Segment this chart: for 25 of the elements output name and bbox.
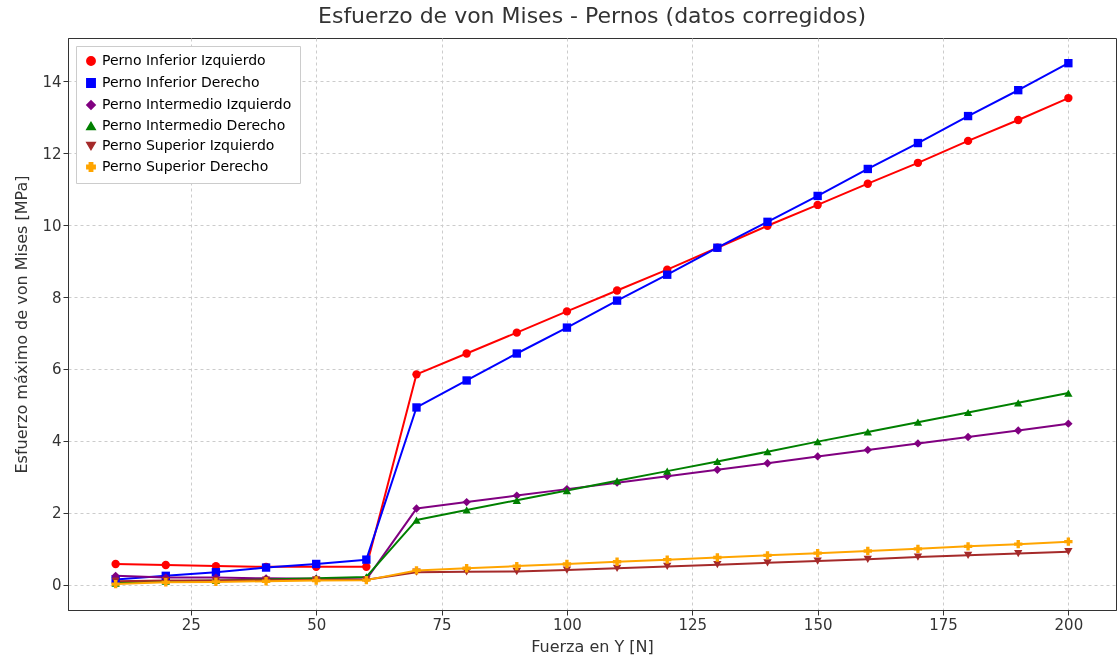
x-tick-label: 125 (678, 615, 708, 634)
y-tick-label: 8 (51, 288, 62, 307)
y-axis-title: Esfuerzo máximo de von Mises [MPa] (12, 175, 32, 474)
chart-title: Esfuerzo de von Mises - Pernos (datos corregidos) (318, 3, 866, 28)
y-tick-label: 14 (42, 72, 62, 91)
y-tick-label: 10 (42, 216, 62, 235)
legend-label: Perno Superior Derecho (102, 158, 269, 174)
x-tick-label: 150 (803, 615, 833, 634)
y-tick-label: 4 (51, 432, 62, 451)
x-tick-label: 50 (307, 615, 327, 634)
legend-label: Perno Intermedio Derecho (102, 117, 286, 133)
legend-label: Perno Superior Izquierdo (102, 137, 275, 153)
legend-label: Perno Intermedio Izquierdo (102, 96, 292, 112)
legend-label: Perno Inferior Izquierdo (102, 52, 266, 68)
x-tick-label: 200 (1054, 615, 1084, 634)
y-tick-label: 12 (42, 144, 62, 163)
x-tick-label: 75 (432, 615, 452, 634)
x-tick-label: 100 (553, 615, 582, 634)
x-tick-label: 25 (181, 615, 201, 634)
y-tick-label: 2 (51, 504, 62, 523)
legend-label: Perno Inferior Derecho (102, 74, 260, 90)
x-tick-label: 175 (929, 615, 958, 634)
y-tick-label: 0 (51, 576, 62, 595)
x-axis-title: Fuerza en Y [N] (531, 636, 654, 656)
y-tick-label: 6 (51, 360, 62, 379)
